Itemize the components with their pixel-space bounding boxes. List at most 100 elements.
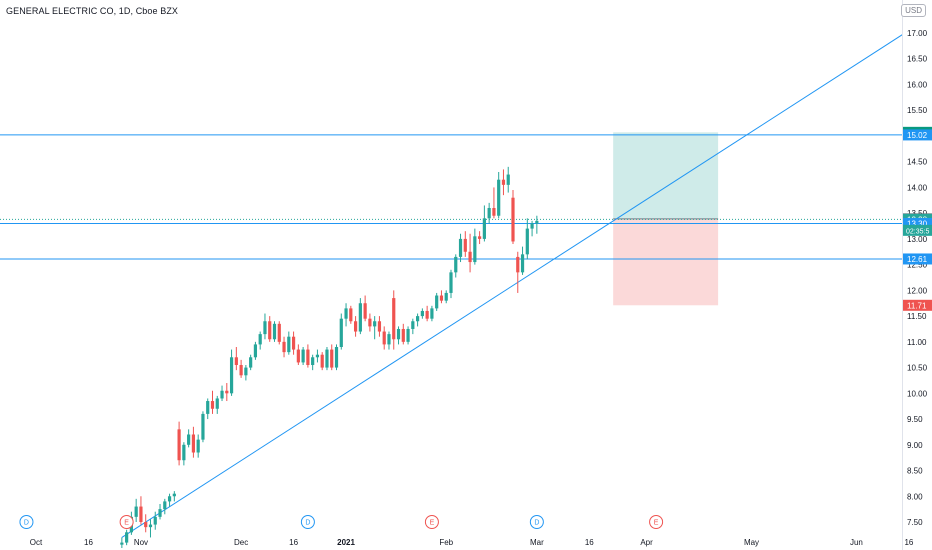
x-tick-label: Oct: [30, 538, 43, 547]
y-tick-label: 7.50: [907, 518, 923, 527]
marker-circle: [649, 515, 664, 529]
currency-badge[interactable]: USD: [901, 4, 926, 17]
marker-circle: [119, 515, 134, 529]
candle: [206, 398, 210, 420]
candle: [358, 298, 362, 335]
candle: [401, 323, 405, 345]
candle-body: [163, 501, 167, 510]
candle-body: [272, 323, 277, 340]
y-tick-label: 8.50: [907, 467, 923, 476]
candle: [134, 498, 138, 522]
earnings-marker[interactable]: E: [119, 515, 134, 529]
candle-body: [463, 238, 467, 252]
candle-body: [411, 321, 415, 329]
candle-body: [206, 401, 210, 414]
x-tick-label: 16: [84, 538, 93, 547]
candle: [454, 254, 458, 278]
candle-body: [525, 228, 529, 255]
x-tick-label: Dec: [234, 538, 248, 547]
candle-body: [392, 298, 396, 340]
candle-body: [249, 357, 253, 368]
candle: [458, 233, 463, 263]
candle: [492, 187, 496, 219]
candle-body: [139, 506, 143, 522]
candle: [296, 344, 300, 366]
candle-body: [201, 413, 205, 440]
candle: [139, 496, 143, 525]
dividend-marker[interactable]: D: [529, 515, 544, 529]
candle-body: [268, 321, 272, 340]
candle-body: [282, 341, 286, 353]
candle-body: [406, 328, 410, 342]
candle: [253, 341, 258, 360]
candle-body: [296, 349, 300, 363]
candle-body: [439, 295, 444, 301]
candle: [191, 426, 196, 458]
y-tick-label: 12.50: [907, 261, 928, 270]
x-tick-label: Feb: [439, 538, 453, 547]
candle: [516, 251, 520, 293]
profit-zone: [613, 132, 719, 219]
earnings-marker[interactable]: E: [424, 515, 439, 529]
candle-body: [377, 321, 382, 332]
x-tick-label: 16: [904, 538, 913, 547]
price-axis-label: 15.02: [903, 129, 932, 141]
candle-body: [167, 496, 172, 502]
candle-body: [148, 524, 153, 528]
candle-body: [291, 336, 296, 350]
price-axis-label: 13.30: [903, 217, 932, 229]
candle: [377, 316, 382, 337]
candle: [396, 326, 401, 345]
candle: [148, 519, 153, 538]
candle-body: [473, 236, 477, 263]
candle: [282, 336, 286, 358]
x-tick-label: 2021: [337, 538, 355, 547]
candle-body: [301, 349, 305, 363]
y-tick-label: 8.00: [907, 492, 923, 501]
candle-body: [306, 349, 310, 366]
candle: [444, 290, 448, 304]
countdown-bg: [903, 224, 932, 236]
candle-body: [478, 236, 482, 239]
candle-body: [287, 336, 291, 353]
candle-body: [501, 179, 506, 185]
candle-body: [187, 434, 191, 445]
dividend-marker[interactable]: D: [19, 515, 34, 529]
candle: [315, 349, 320, 363]
loss-zone: [613, 218, 719, 306]
candle-body: [315, 354, 320, 358]
price-label-bg: [903, 299, 932, 311]
candle-body: [349, 308, 353, 322]
candle-body: [401, 328, 405, 342]
y-tick-label: 16.50: [907, 55, 928, 64]
candle: [511, 189, 515, 245]
marker-letter: E: [430, 520, 435, 527]
candle-body: [449, 272, 453, 293]
candle: [368, 313, 372, 332]
x-tick-label: 16: [585, 538, 594, 547]
candle: [291, 331, 296, 355]
candle-body: [492, 208, 496, 216]
candle: [258, 331, 262, 350]
candle-body: [353, 321, 358, 332]
candle-body: [334, 346, 339, 368]
y-tick-label: 14.00: [907, 183, 928, 192]
marker-letter: D: [24, 520, 29, 527]
marker-letter: E: [654, 520, 659, 527]
candle-body: [416, 316, 420, 322]
candle: [220, 385, 224, 402]
candle: [153, 511, 157, 530]
candle: [525, 218, 529, 260]
candle: [339, 313, 343, 350]
candle: [306, 344, 310, 368]
candle: [334, 344, 339, 371]
y-tick-label: 9.50: [907, 415, 923, 424]
candle-body: [134, 506, 138, 517]
earnings-marker[interactable]: E: [649, 515, 664, 529]
dividend-marker[interactable]: D: [300, 515, 315, 529]
candle-body: [220, 390, 224, 399]
candle-body: [387, 334, 391, 345]
